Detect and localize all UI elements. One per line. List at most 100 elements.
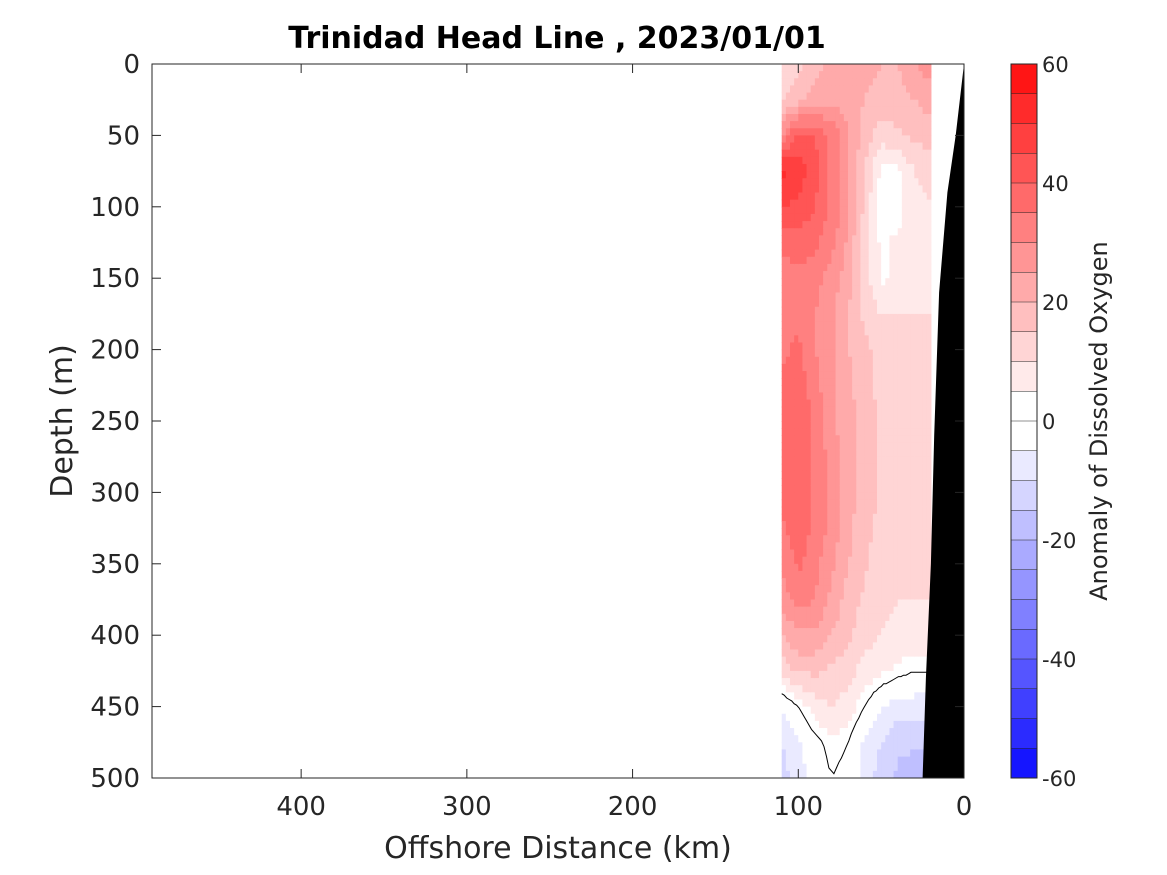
- field-cell: [897, 642, 903, 651]
- field-cell: [843, 228, 849, 236]
- field-cell: [868, 449, 874, 458]
- field-cell: [839, 506, 845, 515]
- field-cell: [785, 213, 791, 222]
- field-cell: [839, 192, 845, 201]
- field-cell: [814, 313, 820, 322]
- field-cell: [872, 499, 878, 508]
- field-cell: [910, 421, 915, 429]
- field-cell: [798, 235, 804, 244]
- field-cell: [868, 406, 874, 415]
- field-cell: [877, 263, 882, 272]
- field-cell: [790, 285, 795, 294]
- field-cell: [794, 713, 799, 722]
- field-cell: [872, 213, 878, 222]
- field-cell: [843, 121, 849, 129]
- field-cell: [843, 256, 849, 265]
- field-cell: [794, 463, 799, 472]
- field-cell: [827, 535, 833, 543]
- field-cell: [885, 485, 891, 493]
- field-cell: [848, 349, 853, 358]
- field-cell: [885, 456, 891, 465]
- field-cell: [781, 728, 787, 736]
- field-cell: [914, 242, 920, 251]
- field-cell: [926, 142, 932, 151]
- field-cell: [823, 135, 828, 144]
- field-cell: [843, 249, 849, 258]
- field-cell: [893, 256, 899, 265]
- field-cell: [926, 485, 932, 493]
- field-cell: [831, 99, 837, 108]
- field-cell: [814, 135, 820, 144]
- field-cell: [914, 628, 920, 636]
- field-cell: [831, 413, 837, 422]
- field-cell: [798, 106, 804, 115]
- field-cell: [806, 728, 812, 736]
- field-cell: [889, 556, 895, 565]
- field-cell: [864, 463, 870, 472]
- field-cell: [798, 456, 804, 465]
- field-cell: [856, 135, 862, 144]
- field-cell: [781, 121, 787, 129]
- field-cell: [794, 656, 799, 665]
- field-cell: [827, 235, 833, 244]
- field-cell: [790, 421, 795, 429]
- field-cell: [798, 713, 804, 722]
- field-cell: [922, 656, 928, 665]
- field-cell: [910, 692, 915, 701]
- field-cell: [918, 85, 924, 94]
- field-cell: [802, 306, 808, 315]
- field-cell: [910, 713, 915, 722]
- field-cell: [860, 221, 866, 229]
- field-cell: [893, 513, 899, 522]
- field-cell: [798, 506, 804, 515]
- field-cell: [794, 728, 799, 736]
- field-cell: [810, 278, 816, 286]
- field-cell: [848, 221, 853, 229]
- field-cell: [831, 542, 837, 551]
- field-cell: [881, 199, 886, 208]
- field-cell: [918, 306, 924, 315]
- field-cell: [798, 413, 804, 422]
- field-cell: [881, 356, 886, 365]
- field-cell: [785, 263, 791, 272]
- field-cell: [926, 378, 932, 386]
- field-cell: [864, 313, 870, 322]
- field-cell: [852, 206, 857, 215]
- field-cell: [918, 113, 924, 122]
- field-cell: [881, 713, 886, 722]
- field-cell: [864, 299, 870, 308]
- field-cell: [810, 242, 816, 251]
- field-cell: [848, 635, 853, 643]
- field-cell: [848, 606, 853, 615]
- field-cell: [918, 763, 924, 772]
- field-cell: [790, 185, 795, 194]
- field-cell: [802, 99, 808, 108]
- field-cell: [922, 620, 928, 629]
- field-cell: [823, 706, 828, 715]
- field-cell: [877, 421, 882, 429]
- field-cell: [843, 542, 849, 551]
- field-cell: [806, 585, 812, 593]
- field-cell: [819, 756, 824, 765]
- field-cell: [794, 449, 799, 458]
- field-cell: [785, 499, 791, 508]
- field-cell: [835, 528, 841, 536]
- field-cell: [872, 99, 878, 108]
- field-cell: [926, 506, 932, 515]
- field-cell: [906, 549, 911, 558]
- field-cell: [922, 335, 928, 344]
- field-cell: [831, 85, 837, 94]
- field-cell: [810, 499, 816, 508]
- field-cell: [893, 699, 899, 708]
- field-cell: [906, 128, 911, 136]
- field-cell: [781, 178, 787, 186]
- field-cell: [877, 556, 882, 565]
- field-cell: [848, 328, 853, 336]
- field-cell: [785, 520, 791, 529]
- field-cell: [914, 392, 920, 401]
- field-cell: [785, 620, 791, 629]
- field-cell: [835, 499, 841, 508]
- field-cell: [802, 635, 808, 643]
- field-cell: [864, 285, 870, 294]
- field-cell: [885, 763, 891, 772]
